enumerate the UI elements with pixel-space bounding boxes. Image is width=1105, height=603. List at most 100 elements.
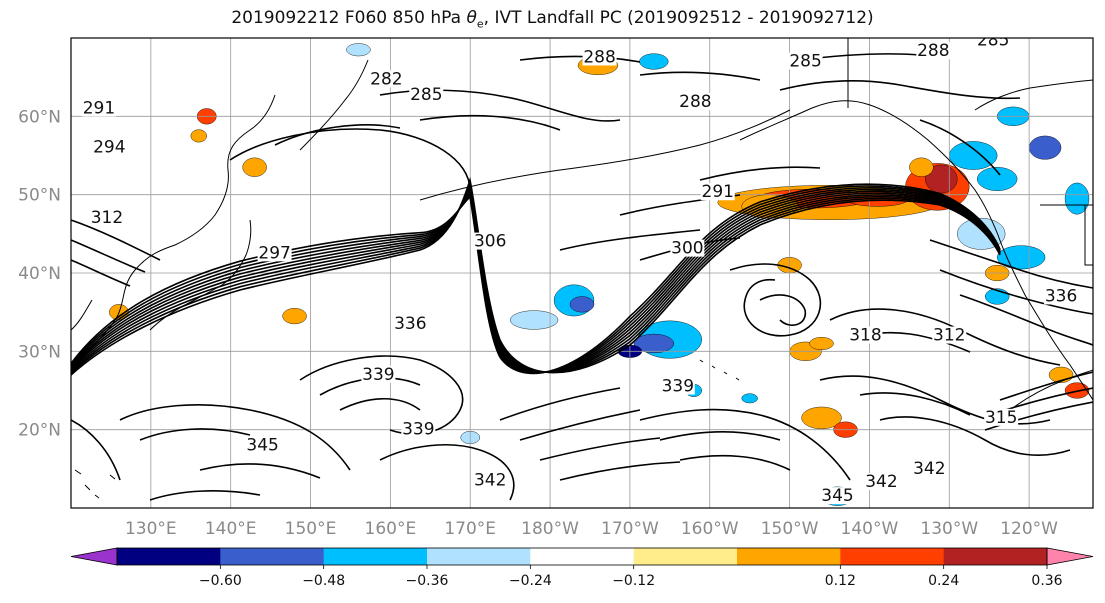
- colorbar-segment: [840, 548, 944, 565]
- contour-label-bg: [393, 314, 428, 332]
- shading-blob: [1028, 135, 1062, 160]
- theta-e-contour: [71, 188, 1001, 374]
- contour-label-bg: [473, 471, 508, 489]
- colorbar-segment: [323, 548, 428, 565]
- lon-label: 160°E: [365, 519, 417, 539]
- lon-label: 130°W: [920, 519, 978, 539]
- lon-label: 150°E: [285, 519, 337, 539]
- map-frame: [70, 37, 1094, 509]
- shading-blob: [282, 308, 307, 325]
- coastline-alaska: [739, 100, 1093, 401]
- contour-label-bg: [361, 365, 396, 383]
- contour-label: 318: [849, 326, 881, 346]
- coastline-aleutians: [419, 109, 791, 201]
- colorbar-extend-low: [70, 547, 118, 566]
- contour-label: 288: [917, 41, 949, 61]
- theta-e-contour: [119, 404, 351, 471]
- colorbar-tick-label: 0.36: [1031, 573, 1062, 589]
- theta-e-contour: [71, 219, 161, 261]
- colorbar-tick-label: 0.12: [825, 573, 856, 589]
- contour-label-bg: [81, 99, 116, 117]
- lon-label: 160°W: [681, 519, 739, 539]
- lon-label: 150°W: [761, 519, 819, 539]
- theta-e-contour: [659, 430, 781, 441]
- colorbar-segment: [117, 548, 221, 565]
- contour-label: 297: [258, 243, 290, 263]
- theta-e-contour: [229, 128, 471, 191]
- contour-label: 300: [671, 239, 703, 259]
- lat-label: 30°N: [18, 342, 61, 362]
- contour-label-bg: [401, 420, 436, 438]
- colorbar-tick-label: −0.36: [406, 573, 449, 589]
- colorbar-tick-label: −0.12: [612, 573, 655, 589]
- contour-label: 291: [702, 182, 734, 202]
- lon-label: 170°E: [444, 519, 496, 539]
- lon-label: 180°W: [521, 519, 579, 539]
- shading-blob: [242, 157, 267, 177]
- theta-e-contour: [559, 461, 681, 481]
- theta-e-contour: [999, 371, 1093, 401]
- contour-label: 294: [93, 138, 125, 158]
- shading-blob: [569, 296, 595, 313]
- contour-label-bg: [864, 473, 899, 491]
- contour-label-bg: [984, 408, 1019, 426]
- contour-label: 288: [583, 48, 615, 68]
- coastline-asia: [71, 94, 276, 366]
- theta-e-contour: [339, 397, 421, 411]
- contour-label-bg: [89, 209, 124, 227]
- lat-lon-grid: [71, 38, 1093, 508]
- contour-label: 339: [662, 377, 694, 397]
- border-us-canada: [1040, 204, 1093, 266]
- map-title: 2019092212 F060 850 hPa θe, IVT Landfall…: [231, 8, 874, 31]
- lon-label: 140°W: [841, 519, 899, 539]
- lat-label: 20°N: [18, 421, 61, 441]
- contour-label: 339: [402, 420, 434, 440]
- theta-e-contour: [71, 239, 146, 273]
- theta-e-contour: [759, 294, 806, 326]
- colorbar-segment: [427, 548, 531, 565]
- contour-label-bg: [1044, 287, 1079, 305]
- theta-e-contour: [879, 416, 1071, 456]
- contour-label: 336: [394, 314, 426, 334]
- contour-label: 285: [977, 30, 1009, 50]
- contour-label: 285: [410, 85, 442, 105]
- theta-e-contour: [379, 444, 515, 501]
- contour-label-bg: [257, 244, 292, 262]
- contour-label: 345: [246, 435, 278, 455]
- theta-e-contour: [199, 463, 321, 479]
- theta-e-contour: [519, 55, 641, 63]
- theta-e-contour: [539, 437, 661, 461]
- theta-e-contour: [679, 454, 791, 471]
- lon-label: 130°E: [125, 519, 177, 539]
- coastline-hawaii: [699, 359, 740, 381]
- contour-label: 315: [985, 408, 1017, 428]
- contour-label-bg: [582, 48, 617, 66]
- contour-label-bg: [369, 70, 404, 88]
- contour-label-bg: [660, 377, 695, 395]
- contour-labels: 282 285 288 288 285 288 285 291 294 297 291 300 306 3…: [81, 30, 1079, 506]
- theta-e-contour: [859, 392, 971, 416]
- contour-label: 342: [913, 459, 945, 479]
- shading-blob: [809, 337, 834, 350]
- theta-e-contour: [71, 259, 131, 287]
- colorbar-segment: [220, 548, 324, 565]
- contour-label-bg: [932, 326, 967, 344]
- colorbar-extend-high: [1046, 547, 1094, 566]
- contour-label: 345: [821, 486, 853, 506]
- theta-e-contour: [274, 124, 401, 146]
- theta-e-contour: [71, 419, 121, 481]
- contour-label: 342: [865, 472, 897, 492]
- shading-blob: [639, 53, 669, 70]
- theta-e-contour: [419, 114, 561, 131]
- shading-blob: [509, 310, 559, 330]
- contour-label-bg: [678, 93, 713, 111]
- contour-label: 312: [933, 326, 965, 346]
- lon-label: 120°W: [1000, 519, 1058, 539]
- shading-blob: [909, 157, 934, 177]
- colorbar-segment: [737, 548, 841, 565]
- contour-label-bg: [848, 326, 883, 344]
- colorbar-tick-label: −0.48: [302, 573, 345, 589]
- colorbar-segment: [633, 548, 738, 565]
- theta-e-contour: [639, 71, 761, 81]
